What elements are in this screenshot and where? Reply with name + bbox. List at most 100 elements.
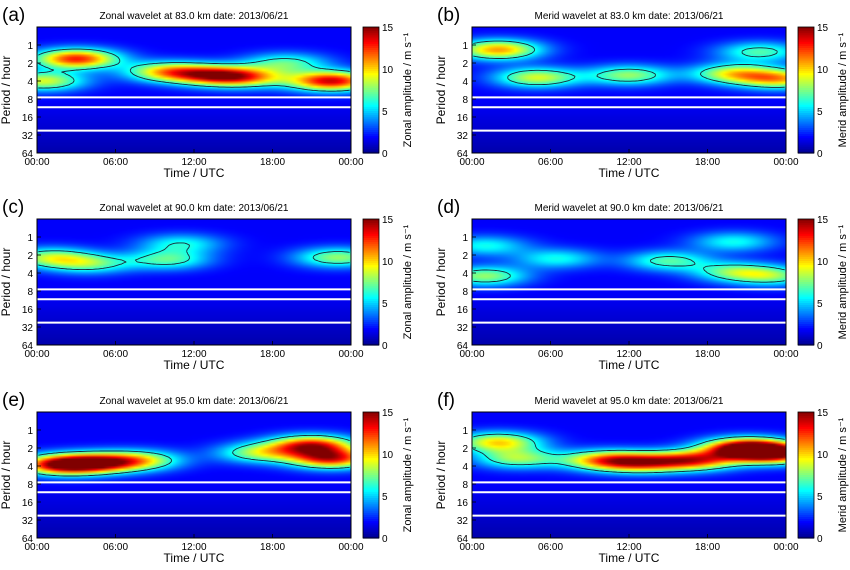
x-tick-label: 18:00 [695,157,720,168]
colorbar-swatch [363,313,379,317]
colorbar-swatch [363,75,379,78]
x-axis-label: Time / UTC [164,166,225,180]
panel-title: Merid wavelet at 90.0 km date: 2013/06/2… [534,203,723,214]
x-tick-label: 00:00 [338,542,363,553]
x-tick-label: 18:00 [695,542,720,553]
colorbar-swatch [363,94,379,97]
colorbar-swatch [363,426,379,430]
colorbar-swatch [363,279,379,283]
colorbar: 0 5 10 15 Merid amplitude / m s⁻¹ [797,215,849,352]
colorbar-swatch [363,319,379,323]
colorbar: 0 5 10 15 Merid amplitude / m s⁻¹ [797,408,849,545]
significance-contour [38,434,350,477]
colorbar-swatch [363,256,379,260]
colorbar-swatch [798,464,814,468]
colorbar-swatch [798,454,814,457]
y-tick-label: 64 [22,534,34,545]
colorbar-swatch [363,138,379,141]
wavelet-panel: (e) Zonal wavelet at 95.0 km date: 2013/0… [0,390,414,565]
colorbar-swatch [363,451,379,455]
colorbar-swatch [363,221,379,224]
colorbar-swatch [363,418,379,421]
colorbar-swatch [363,48,379,51]
colorbar-swatch [798,56,814,60]
colorbar-swatch [798,290,814,294]
colorbar-swatch [363,85,379,89]
colorbar-swatch [363,441,379,445]
colorbar-swatch [363,132,379,135]
colorbar-swatch [798,227,814,231]
colorbar-swatch [363,45,379,49]
y-axis-label: Period / hour [434,56,448,125]
x-tick-label: 06:00 [538,542,563,553]
colorbar-tick-label: 0 [382,341,388,352]
wavelet-heatmap [472,27,786,153]
colorbar-swatch [363,416,379,419]
colorbar-swatch [798,307,814,310]
colorbar-swatch [363,73,379,76]
colorbar-swatch [363,424,379,428]
colorbar-swatch [798,422,814,426]
colorbar-swatch [798,479,814,482]
y-axis-label: Period / hour [434,248,448,317]
y-tick-label: 8 [27,287,33,298]
colorbar-swatch [798,428,814,432]
colorbar-swatch [363,79,379,83]
x-tick-label: 12:00 [616,157,641,168]
colorbar-tick-label: 5 [382,299,388,310]
wavelet-heatmap [472,412,786,538]
colorbar-swatch [363,237,379,241]
colorbar-tick-label: 15 [817,215,829,226]
colorbar-swatch [798,424,814,428]
colorbar-swatch [363,332,379,336]
colorbar-swatch [798,491,814,495]
colorbar-swatch [363,437,379,440]
colorbar-swatch [798,504,814,508]
y-tick-label: 64 [457,534,469,545]
colorbar-swatch [798,138,814,141]
significance-contour [473,40,785,88]
y-tick-label: 4 [27,462,33,473]
colorbar-swatch [798,525,814,529]
y-tick-label: 2 [27,251,33,262]
colorbar-tick-label: 15 [382,215,394,226]
colorbar-swatch [798,119,814,123]
colorbar-swatch [798,508,814,512]
colorbar-swatch [798,519,814,522]
colorbar-swatch [798,140,814,144]
x-axis-label: Time / UTC [164,551,225,565]
colorbar-swatch [798,472,814,476]
colorbar-swatch [798,261,814,264]
colorbar-swatch [363,506,379,510]
panel-title: Merid wavelet at 95.0 km date: 2013/06/2… [534,396,723,407]
colorbar-swatch [363,66,379,70]
colorbar-swatch [363,454,379,457]
colorbar-swatch [798,111,814,114]
colorbar-swatch [363,472,379,476]
colorbar: 0 5 10 15 Merid amplitude / m s⁻¹ [797,23,849,160]
colorbar-swatch [798,136,814,139]
colorbar-swatch [798,94,814,97]
colorbar-swatch [798,498,814,501]
y-tick-label: 32 [457,131,469,142]
colorbar-swatch [363,261,379,264]
colorbar-swatch [798,146,814,150]
colorbar-swatch [363,102,379,106]
colorbar-swatch [798,254,814,258]
colorbar-swatch [363,90,379,93]
x-tick-label: 00:00 [773,157,798,168]
colorbar-swatch [798,430,814,434]
colorbar-swatch [798,330,814,333]
y-tick-label: 8 [462,480,468,491]
panel-label: (c) [2,197,24,218]
x-tick-label: 00:00 [338,157,363,168]
colorbar-swatch [363,227,379,231]
colorbar-swatch [363,148,379,152]
x-tick-label: 00:00 [459,542,484,553]
x-axis-label: Time / UTC [599,551,660,565]
y-tick-label: 2 [27,59,33,70]
colorbar-swatch [798,416,814,419]
colorbar-swatch [363,129,379,133]
colorbar-swatch [363,117,379,120]
